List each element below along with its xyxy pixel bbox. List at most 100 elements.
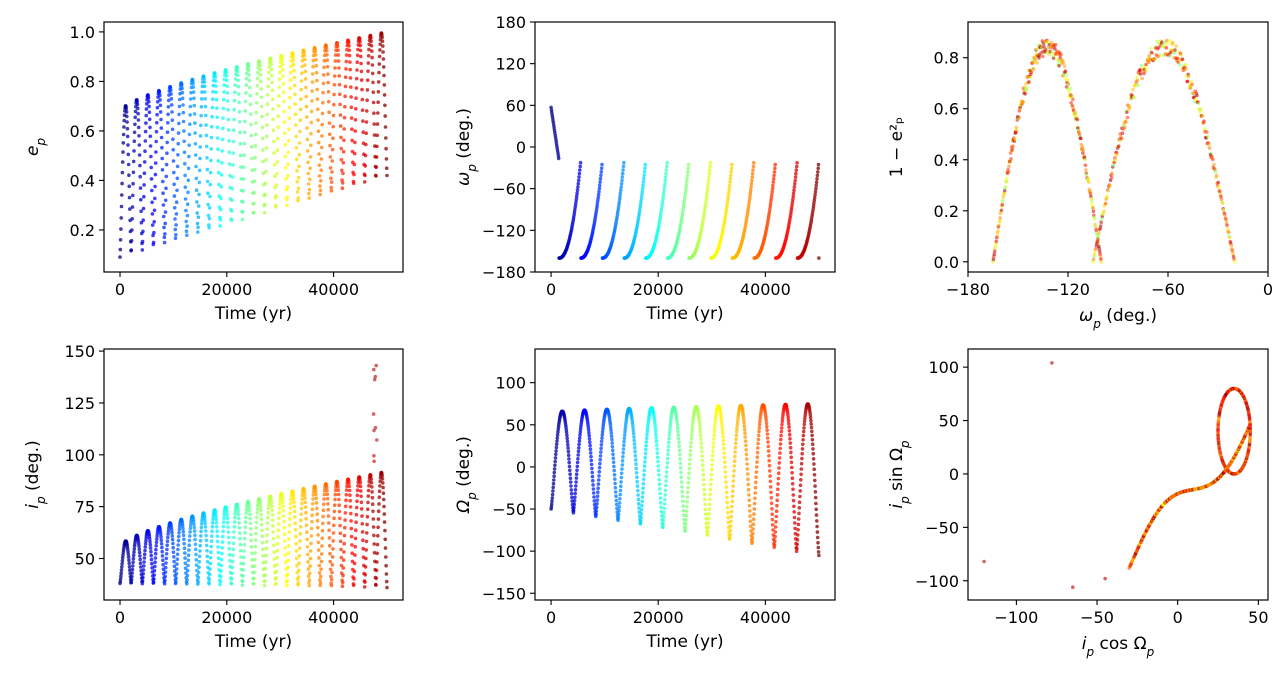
data-point [721, 442, 726, 447]
data-point [1025, 86, 1029, 90]
data-point [138, 174, 142, 179]
data-point [176, 131, 181, 135]
y-tick-label: 0.6 [70, 122, 95, 141]
data-point [712, 437, 716, 441]
data-point [675, 418, 679, 422]
data-point [286, 558, 290, 563]
data-point [608, 425, 613, 430]
data-point [354, 505, 359, 510]
data-point [269, 498, 274, 502]
data-point [643, 166, 647, 170]
x-tick-label: 20000 [633, 608, 684, 627]
data-point [623, 429, 627, 434]
data-point [231, 553, 235, 558]
data-point [215, 534, 220, 538]
data-point [372, 367, 376, 372]
data-point [586, 425, 591, 429]
data-point [661, 194, 666, 198]
data-point [281, 500, 285, 505]
data-point [370, 495, 375, 500]
data-point [1135, 75, 1139, 80]
data-point [610, 441, 614, 445]
data-point [311, 493, 316, 497]
data-point [344, 498, 348, 503]
data-point [365, 522, 369, 527]
data-point [810, 437, 815, 442]
data-point [613, 485, 618, 490]
data-point [205, 554, 210, 559]
data-point [152, 573, 156, 577]
data-point [765, 428, 769, 433]
data-point [127, 184, 131, 189]
data-point [263, 192, 268, 197]
data-point [326, 514, 331, 518]
data-point [598, 458, 602, 462]
data-point [187, 548, 191, 552]
data-point [686, 166, 691, 170]
data-point [349, 95, 353, 99]
data-point [366, 69, 370, 73]
data-point [175, 552, 180, 557]
data-point [195, 221, 200, 226]
data-point [610, 444, 615, 449]
data-point [1031, 67, 1036, 71]
y-tick-label: 0.0 [934, 253, 959, 272]
x-tick-label: 0 [546, 280, 556, 299]
data-point [1064, 73, 1068, 77]
data-point [663, 178, 668, 183]
data-point [369, 36, 373, 40]
data-point [166, 532, 170, 536]
data-point [638, 522, 643, 526]
x-tick-label: −180 [946, 280, 990, 299]
data-point [317, 174, 322, 178]
data-point [177, 112, 181, 117]
data-point [242, 549, 246, 553]
data-point [272, 557, 277, 561]
data-point [275, 148, 280, 152]
data-point [662, 188, 666, 192]
data-point [147, 110, 152, 115]
data-point [1099, 260, 1104, 264]
data-point [192, 522, 196, 527]
data-point [574, 200, 578, 204]
data-point [270, 88, 275, 93]
data-point [792, 504, 796, 509]
data-points-one_minus_e2_vs_omega [991, 38, 1237, 264]
data-point [359, 500, 364, 505]
data-point [770, 189, 774, 194]
data-point [1096, 237, 1100, 241]
data-point [148, 546, 153, 550]
data-point [814, 186, 818, 191]
data-point [1106, 189, 1111, 193]
data-point [151, 233, 155, 238]
data-point [1027, 80, 1031, 84]
data-point [668, 420, 673, 425]
data-point [746, 487, 751, 492]
data-point [211, 90, 215, 94]
data-point [230, 571, 234, 576]
data-point [121, 141, 126, 145]
data-point [200, 90, 204, 94]
data-point [574, 197, 579, 201]
data-point [577, 175, 581, 179]
data-point [722, 451, 726, 455]
data-point [130, 228, 134, 232]
data-point [630, 420, 635, 425]
data-point [773, 530, 778, 534]
data-point [753, 491, 757, 495]
data-point [566, 442, 570, 447]
data-point [742, 424, 747, 429]
data-point [1028, 75, 1032, 80]
data-point [307, 191, 311, 196]
data-point [174, 576, 178, 580]
x-tick-label: 20000 [201, 608, 252, 627]
data-point [216, 147, 220, 152]
data-point [620, 175, 625, 179]
data-point [744, 452, 749, 457]
data-point [331, 136, 335, 140]
data-point [242, 130, 247, 134]
data-point [330, 555, 335, 559]
data-point [257, 61, 262, 65]
data-point [554, 452, 558, 457]
data-point [1066, 82, 1071, 87]
